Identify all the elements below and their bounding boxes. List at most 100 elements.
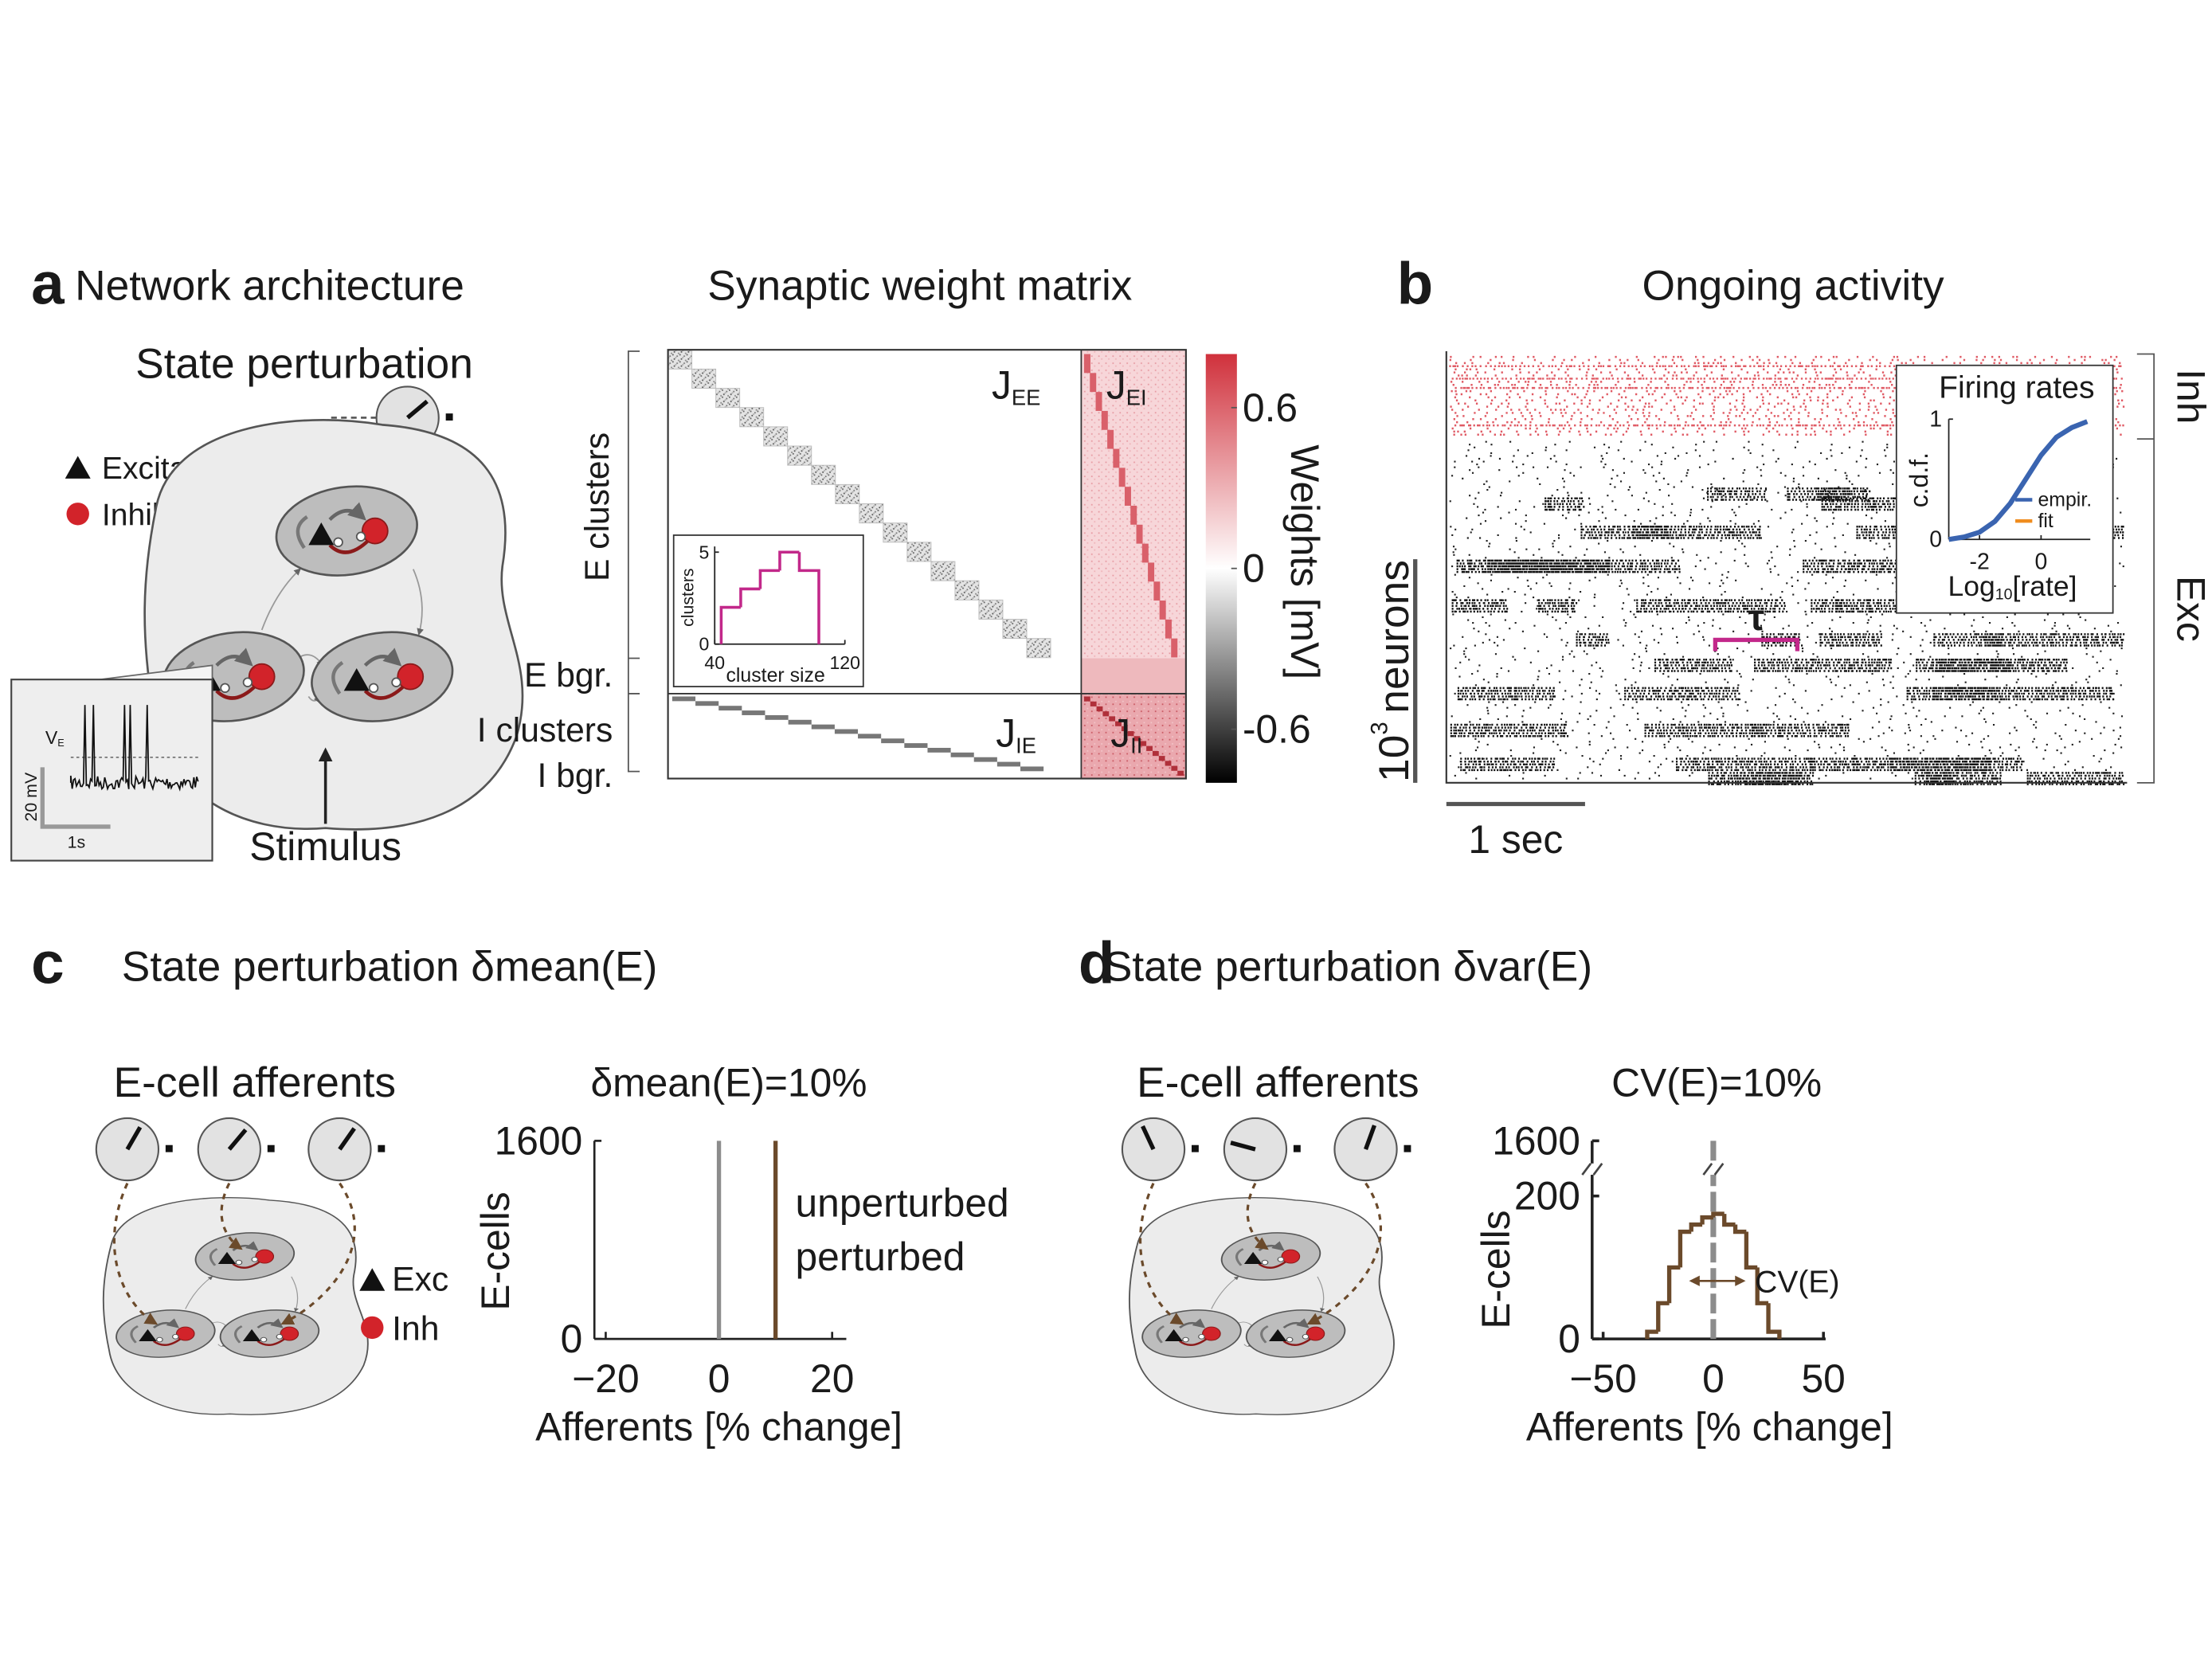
panel-title: State perturbation δmean(E) — [122, 943, 658, 990]
synapse — [1198, 1333, 1205, 1340]
ii-block — [1177, 770, 1184, 776]
y-axis-label: E-cells — [473, 1191, 518, 1310]
connection — [260, 568, 301, 631]
legend-label: Exc — [392, 1260, 448, 1298]
ee-block — [1026, 638, 1051, 659]
x-axis-label-part: 10 — [1995, 586, 2013, 604]
cluster — [275, 485, 418, 577]
ie-block — [834, 729, 859, 734]
ii-block — [1090, 701, 1097, 706]
afferent — [280, 1182, 356, 1325]
ie-block — [973, 757, 997, 762]
scale-bar — [40, 767, 111, 829]
ii-block — [1102, 711, 1110, 717]
ii-block — [1121, 726, 1128, 732]
ee-block — [1002, 619, 1028, 640]
exc-symbol — [139, 1328, 157, 1341]
ei-block — [1130, 505, 1137, 525]
ei-block — [1136, 524, 1143, 544]
exc-projection — [328, 502, 366, 522]
block-label-part: J — [996, 711, 1016, 756]
panel-title: State perturbation δvar(E) — [1104, 943, 1592, 990]
dial-mark — [267, 1144, 275, 1152]
ie-block — [996, 761, 1021, 767]
chart-title: δmean(E)=10% — [591, 1061, 867, 1105]
legend-label: empir. — [2038, 489, 2092, 511]
panel-title: Network architecture — [75, 263, 464, 310]
ie-block — [811, 724, 835, 730]
dial-needle — [1364, 1125, 1376, 1150]
inset-title: Firing rates — [1939, 371, 2094, 405]
inh-symbol — [1281, 1249, 1301, 1264]
ie-block — [671, 696, 696, 702]
ee-block — [668, 349, 693, 370]
stem — [716, 1141, 722, 1340]
histogram-bin — [1711, 1211, 1725, 1218]
panel-title: Ongoing activity — [1642, 263, 1944, 310]
block-label: JIE — [996, 711, 1036, 757]
inh-symbol — [1202, 1326, 1221, 1341]
network-outline — [102, 1197, 369, 1415]
x-axis-label: Afferents [% change] — [535, 1404, 902, 1449]
row-bracket — [627, 350, 640, 773]
synapse — [156, 1336, 163, 1343]
network — [1128, 1197, 1395, 1415]
dial-mark — [1404, 1144, 1411, 1152]
afferent — [112, 1183, 159, 1325]
trace-label-part: V — [45, 727, 58, 748]
synapse — [1286, 1336, 1294, 1343]
cluster — [1141, 1309, 1242, 1358]
inh-symbol — [248, 663, 276, 691]
neuron-scale-label-part: 3 — [1366, 722, 1392, 734]
x-axis-label-part: [rate] — [2013, 570, 2077, 602]
afferent — [1138, 1183, 1184, 1325]
ie-block — [858, 734, 882, 739]
ei-block — [1113, 448, 1120, 468]
cluster — [1220, 1232, 1321, 1281]
x-axis-label-part: Log — [1948, 570, 1995, 602]
colorbar-tick-label: -0.6 — [1243, 707, 1311, 752]
histogram-bin — [1766, 1303, 1782, 1340]
synapse — [220, 683, 230, 694]
block-label: JEI — [1106, 363, 1147, 409]
inset — [672, 534, 864, 687]
inh-projection — [363, 683, 406, 700]
chart-title: CV(E)=10% — [1611, 1061, 1822, 1105]
ii-block — [1171, 765, 1178, 771]
exc-symbol — [308, 522, 335, 546]
synapse — [242, 677, 253, 687]
histogram-bin — [739, 587, 761, 608]
tau-label: τ — [1748, 597, 1765, 638]
ii-block — [1140, 741, 1147, 746]
synapse — [251, 1257, 259, 1262]
ei-block — [1148, 562, 1155, 582]
inh-projection — [1258, 1260, 1288, 1269]
inh-projection — [215, 683, 258, 700]
connection — [291, 1276, 300, 1313]
row-label: E clusters — [578, 432, 617, 581]
ei-block — [1101, 410, 1108, 430]
ei-block — [1090, 373, 1097, 393]
connection — [185, 1276, 213, 1309]
histogram-bin — [1700, 1215, 1713, 1225]
ie-block — [695, 701, 719, 706]
connection — [412, 569, 424, 636]
ie-block — [950, 752, 974, 757]
y-tick-label: 0 — [561, 1317, 583, 1361]
ei-block — [1171, 638, 1178, 658]
exc-projection — [256, 1318, 284, 1328]
self-loop — [296, 515, 308, 550]
exc-symbol — [217, 1251, 237, 1264]
exc-symbol — [1268, 1328, 1287, 1341]
dial-needle — [227, 1128, 248, 1151]
label: Stimulus — [249, 824, 401, 869]
ei-block — [1118, 468, 1126, 487]
x-tick-label: 40 — [704, 652, 725, 673]
panel-letter: d — [1079, 929, 1115, 996]
inh-projection — [256, 1337, 287, 1346]
histogram-bin — [1755, 1267, 1769, 1305]
voltage-trace — [69, 705, 199, 792]
label: State perturbation — [135, 340, 473, 387]
legend-label: fit — [2038, 510, 2053, 532]
